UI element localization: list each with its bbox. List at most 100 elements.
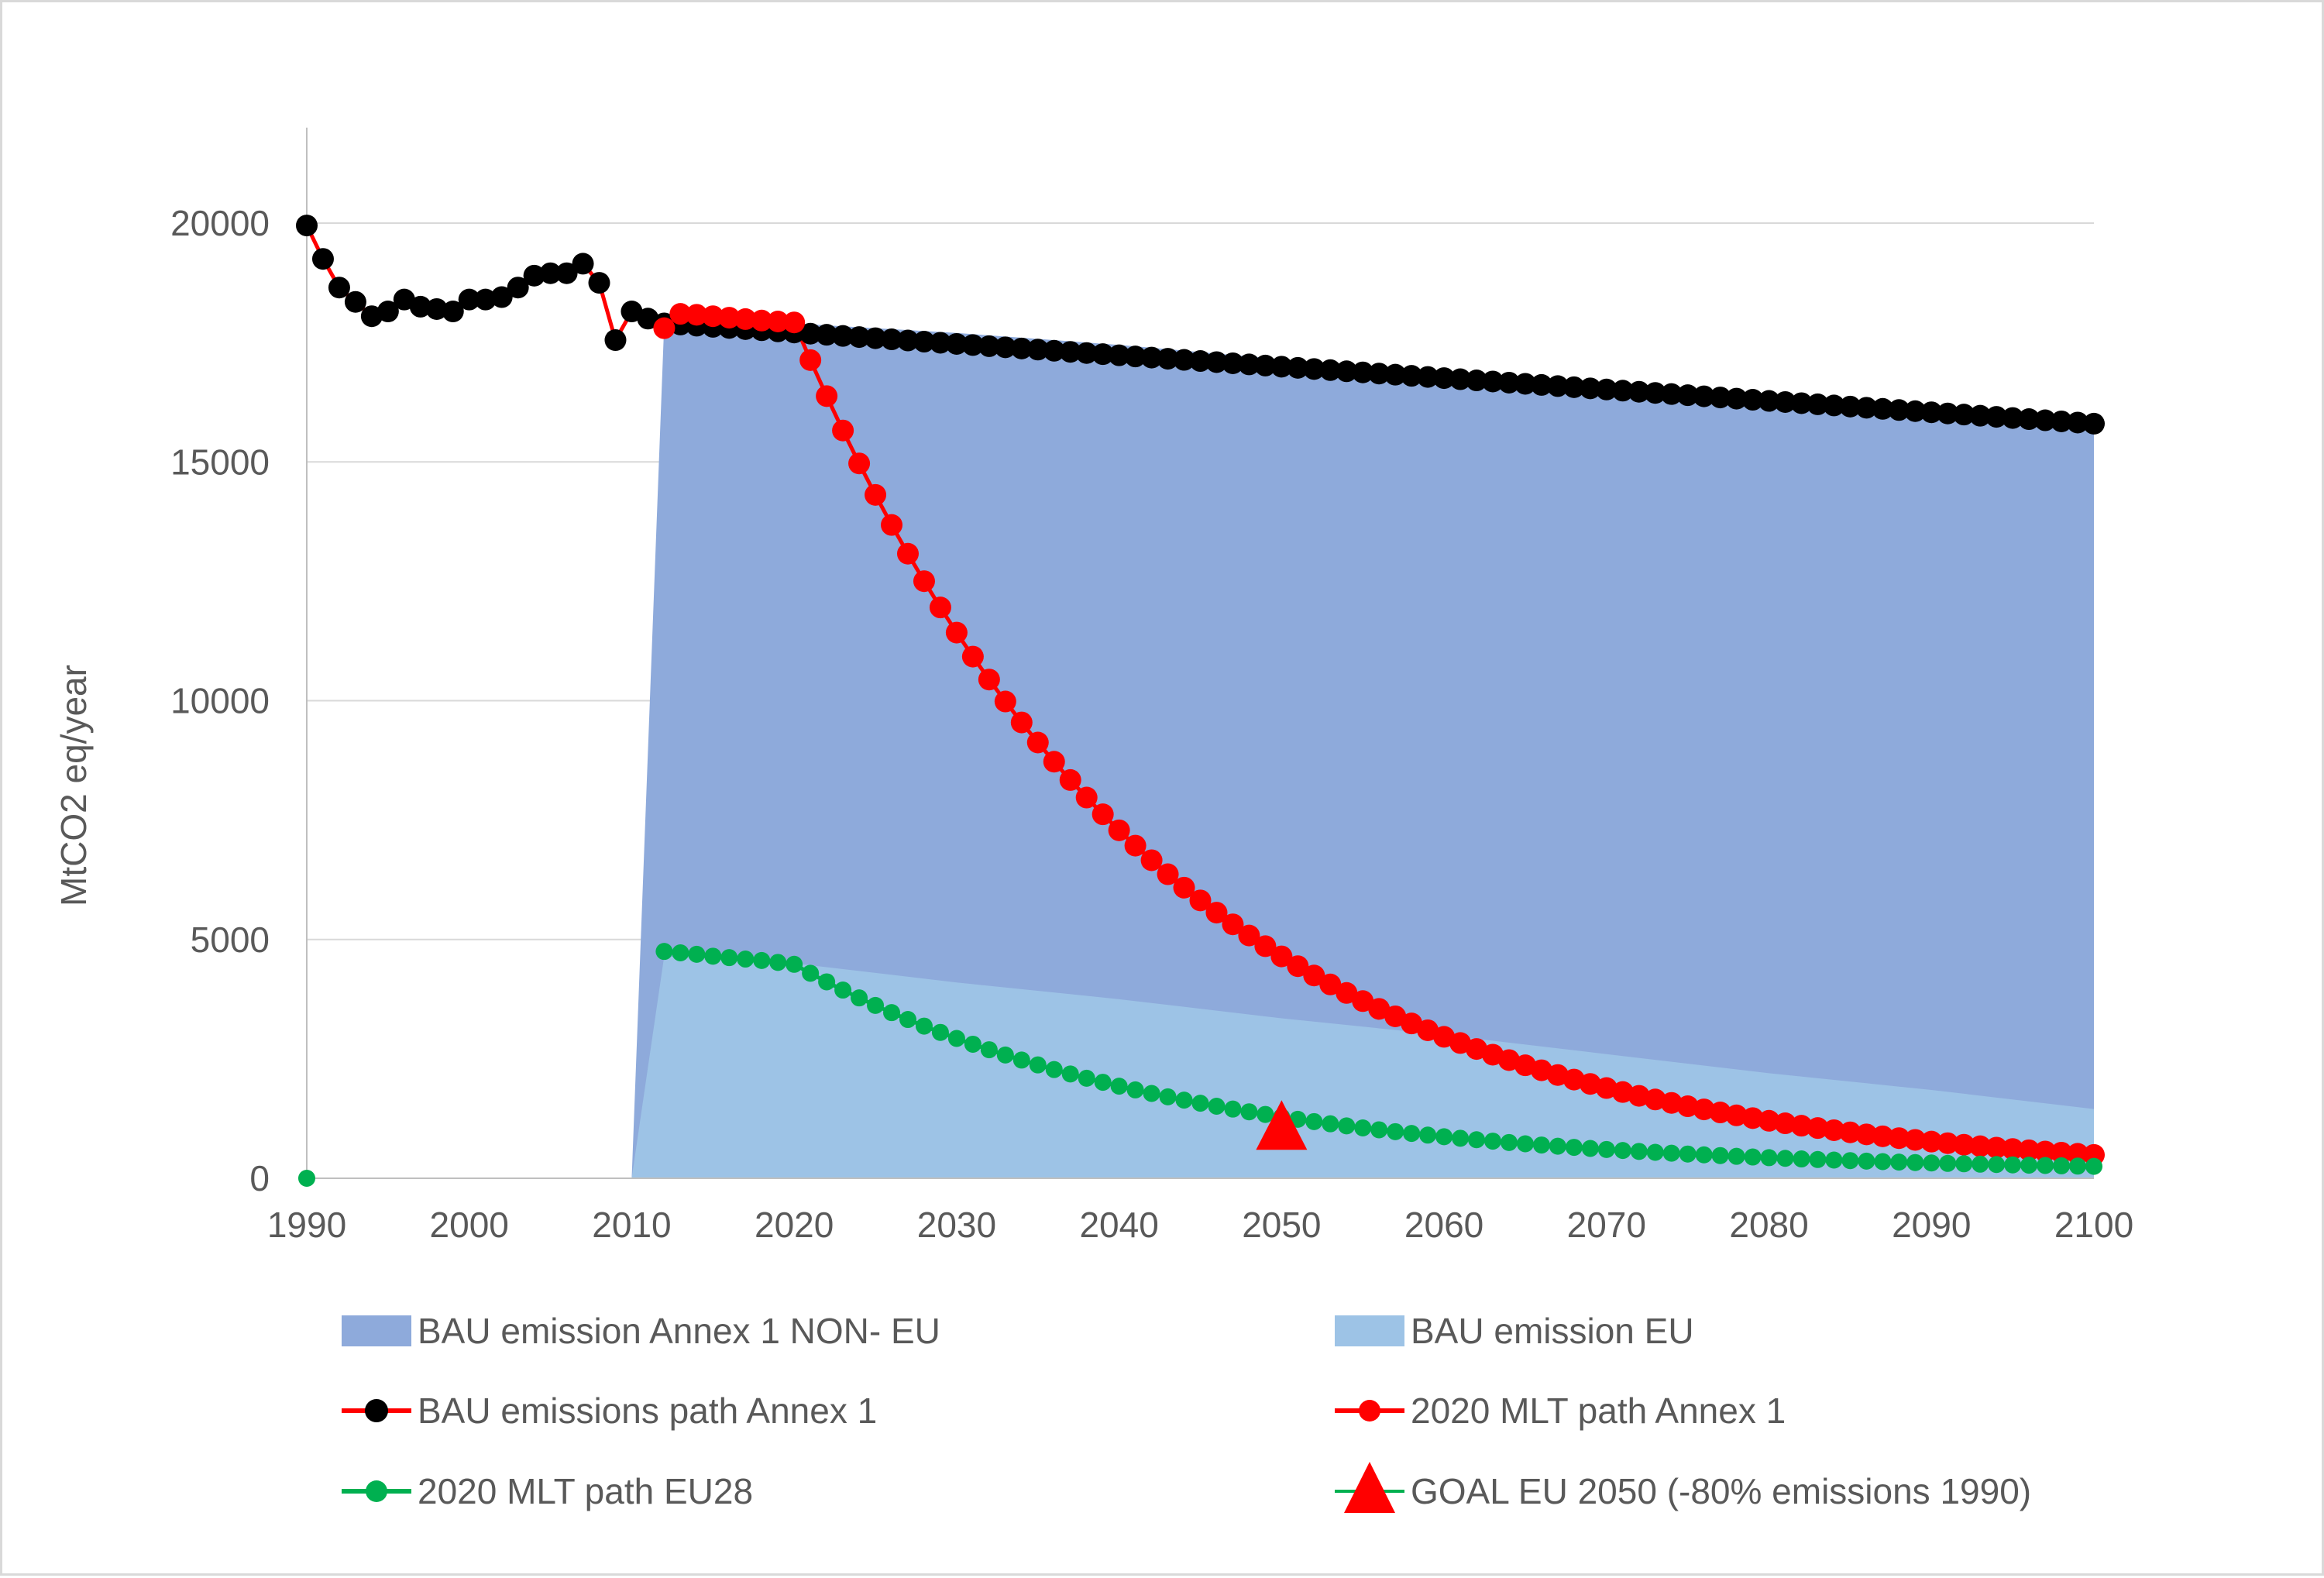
y-tick-label: 5000 — [191, 920, 270, 960]
bau-annex1-point — [896, 329, 919, 352]
bau-annex1-point — [2051, 410, 2073, 432]
mlt-annex1-point — [1319, 973, 1342, 995]
mlt-eu28-point — [818, 973, 836, 991]
bau-annex1-point — [1888, 399, 1910, 421]
mlt-eu28-point — [1646, 1143, 1664, 1161]
mlt-annex1-point — [1124, 834, 1147, 857]
area-bau-eu — [631, 956, 2094, 1178]
bau-annex1-point — [490, 286, 513, 308]
bau-annex1-point — [961, 334, 984, 356]
mlt-eu28-point — [1029, 1056, 1047, 1074]
mlt-eu28-point — [1305, 1112, 1323, 1130]
bau-annex1-point — [1937, 402, 1959, 425]
mlt-annex1-point — [896, 542, 919, 565]
x-tick-label: 2030 — [917, 1205, 996, 1245]
mlt-eu28-point — [2037, 1157, 2054, 1174]
mlt-annex1-point — [978, 669, 1000, 691]
mlt-annex1-point — [1270, 945, 1293, 968]
mlt-annex1-point — [945, 621, 968, 644]
bau-annex1-point — [1205, 351, 1228, 373]
legend-item: 2020 MLT path Annex 1 — [1335, 1391, 1786, 1431]
bau-annex1-point — [474, 288, 497, 311]
bau-annex1-point — [425, 297, 448, 320]
mlt-annex1-point — [1758, 1109, 1780, 1132]
mlt-annex1-point — [2002, 1138, 2024, 1160]
mlt-annex1-point — [1579, 1073, 1601, 1095]
mlt-annex1-point — [1287, 955, 1309, 978]
mlt-annex1-point — [686, 304, 708, 326]
bau-annex1-point — [1010, 337, 1033, 359]
bau-annex1-point — [1075, 342, 1098, 364]
mlt-annex1-point — [1254, 935, 1277, 957]
mlt-annex1-point — [767, 310, 789, 332]
legend-item: BAU emission Annex 1 NON- EU — [342, 1311, 940, 1351]
legend-label: BAU emissions path Annex 1 — [418, 1391, 877, 1431]
mlt-eu28-point — [1939, 1154, 1957, 1172]
bau-annex1-point — [832, 325, 854, 347]
bau-annex1-point — [1108, 344, 1130, 366]
bau-annex1-point — [1530, 373, 1552, 396]
bau-annex1-point — [1287, 356, 1309, 379]
mlt-annex1-point — [1417, 1019, 1439, 1041]
bau-annex1-point — [1872, 397, 1894, 420]
mlt-annex1-point — [1401, 1012, 1423, 1035]
bau-annex1-point — [1920, 401, 1943, 424]
bau-annex1-point — [1352, 361, 1374, 383]
bau-annex1-point — [621, 301, 643, 323]
mlt-eu28-point — [786, 955, 803, 973]
mlt-eu28-point — [1923, 1154, 1941, 1172]
mlt-eu28-point — [1972, 1155, 1989, 1173]
bau-annex1-point — [1855, 397, 1878, 419]
bau-annex1-point — [1823, 394, 1845, 417]
bau-annex1-point — [881, 328, 903, 351]
mlt-annex1-point — [816, 385, 838, 407]
mlt-eu28-point — [737, 951, 755, 968]
legend-label: 2020 MLT path Annex 1 — [1411, 1391, 1786, 1431]
mlt-annex1-point — [1222, 913, 1244, 936]
mlt-eu28-point — [1841, 1152, 1859, 1170]
bau-annex1-point — [588, 272, 610, 294]
mlt-eu28-point — [1403, 1125, 1421, 1143]
mlt-annex1-point — [1790, 1115, 1813, 1137]
mlt-eu28-point — [1679, 1145, 1697, 1163]
bau-annex1-point — [945, 332, 968, 355]
bau-annex1-point — [1904, 400, 1927, 422]
legend-swatch — [1335, 1315, 1404, 1346]
mlt-annex1-point — [1368, 998, 1391, 1020]
mlt-eu28-point — [1695, 1146, 1713, 1164]
mlt-eu28-point — [1614, 1142, 1631, 1160]
mlt-eu28-point — [1874, 1153, 1892, 1171]
bau-annex1-point — [913, 331, 935, 353]
mlt-eu28-point — [867, 996, 885, 1014]
mlt-eu28-point — [1711, 1147, 1729, 1164]
mlt-eu28-point — [1452, 1129, 1470, 1147]
mlt-annex1-point — [1108, 819, 1130, 841]
bau-annex1-point — [458, 288, 480, 311]
bau-annex1-point — [978, 335, 1000, 357]
bau-annex1-point — [1043, 339, 1065, 362]
mlt-annex1-point — [994, 690, 1016, 713]
mlt-eu28-point — [769, 954, 787, 971]
mlt-annex1-point — [1725, 1104, 1748, 1126]
bau-annex1-point — [1417, 366, 1439, 388]
mlt-eu28-point — [1191, 1095, 1209, 1112]
mlt-eu28-point — [1224, 1100, 1242, 1118]
bau-annex1-point — [523, 264, 545, 287]
legend-marker — [365, 1399, 388, 1422]
x-tick-label: 2070 — [1567, 1205, 1646, 1245]
bau-annex1-point — [1466, 370, 1488, 392]
series-markers — [296, 215, 2105, 1187]
bau-annex1-point — [1953, 404, 1975, 426]
mlt-eu28-point — [1061, 1065, 1079, 1083]
bau-annex1-point — [1611, 380, 1634, 402]
mlt-eu28-point — [1890, 1153, 1908, 1171]
mlt-annex1-point — [1888, 1127, 1910, 1150]
mlt-eu28-point — [1354, 1119, 1372, 1136]
bau-annex1-point — [604, 329, 627, 352]
legend: BAU emission Annex 1 NON- EU BAU emission… — [342, 1311, 2031, 1513]
mlt-annex1-point — [1855, 1123, 1878, 1146]
mlt-eu28-point — [2020, 1157, 2038, 1174]
mlt-annex1-point — [1157, 863, 1179, 885]
y-tick-label: 0 — [249, 1158, 270, 1198]
mlt-eu28-point — [1500, 1133, 1518, 1151]
